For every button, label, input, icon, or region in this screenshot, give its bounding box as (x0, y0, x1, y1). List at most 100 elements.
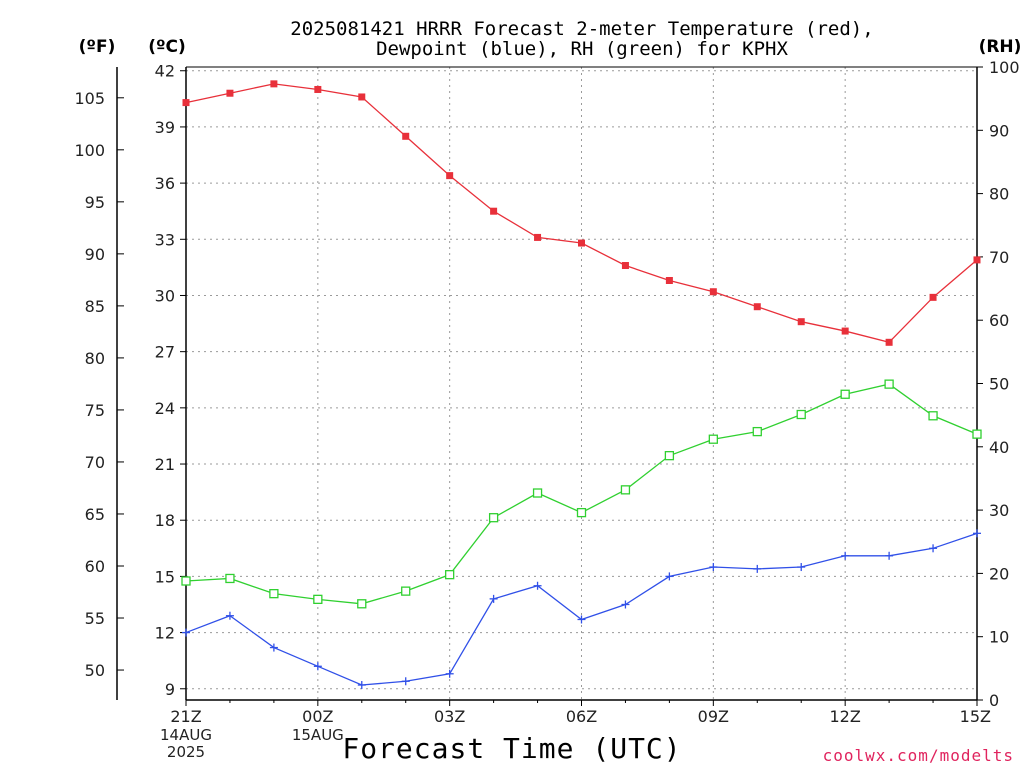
fahrenheit-tick-label: 80 (85, 349, 105, 368)
celsius-tick-label: 39 (155, 118, 175, 137)
rh-tick-label: 60 (989, 311, 1009, 330)
celsius-tick-label: 15 (155, 567, 175, 586)
dewpoint-point (489, 594, 498, 603)
tick-labels: 9 12 15 18 21 24 27 30 33 36 39 42 50 55 60 65 70 75 80 85 9… (74, 58, 1019, 761)
rh-point (445, 570, 455, 580)
temperature-point (182, 99, 190, 107)
fahrenheit-tick-label: 100 (74, 141, 105, 160)
dewpoint-point (182, 628, 190, 637)
celsius-tick-label: 27 (155, 343, 175, 362)
celsius-unit-label: (ºC) (148, 37, 186, 57)
rh-point (620, 485, 631, 495)
fahrenheit-tick-label: 85 (85, 297, 105, 316)
rh-series (181, 379, 982, 609)
x-tick-label: 09Z (698, 707, 729, 726)
rh-point (576, 507, 587, 518)
fahrenheit-tick-label: 70 (85, 453, 105, 472)
temperature-point (973, 256, 981, 264)
temperature-point (621, 262, 629, 270)
dewpoint-point (709, 563, 718, 572)
chart-title-line-1: 2025081421 HRRR Forecast 2-meter Tempera… (290, 18, 873, 40)
dewpoint-point (621, 600, 630, 609)
dewpoint-point (357, 681, 366, 690)
dewpoint-point (445, 669, 454, 678)
x-year-label: 2025 (167, 743, 205, 761)
celsius-tick-label: 12 (155, 624, 175, 643)
fahrenheit-unit-label: (ºF) (79, 37, 116, 57)
rh-point (269, 589, 279, 599)
celsius-tick-label: 30 (155, 286, 175, 305)
rh-tick-label: 0 (989, 691, 999, 710)
grid-lines (185, 67, 978, 700)
rh-point (972, 429, 982, 439)
rh-tick-label: 30 (989, 501, 1009, 520)
chart-title-line-2: Dewpoint (blue), RH (green) for KPHX (376, 38, 788, 60)
temperature-point (885, 338, 893, 346)
celsius-tick-label: 42 (155, 62, 175, 81)
rh-point (884, 379, 894, 389)
rh-point (752, 426, 762, 437)
dewpoint-point (533, 581, 542, 590)
celsius-tick-label: 21 (155, 455, 175, 474)
rh-tick-label: 90 (989, 121, 1009, 140)
x-tick-label: 03Z (434, 707, 465, 726)
fahrenheit-tick-label: 60 (85, 557, 105, 576)
rh-point (796, 409, 806, 420)
celsius-tick-label: 9 (165, 680, 175, 699)
temperature-point (314, 85, 322, 93)
rh-point (664, 451, 675, 461)
x-tick-label: 06Z (566, 707, 597, 726)
temperature-point (402, 132, 410, 140)
source-credit: coolwx.com/modelts (823, 746, 1014, 765)
x-date-label: 15AUG (292, 726, 344, 744)
rh-point (532, 488, 543, 498)
rh-point (357, 599, 367, 609)
dewpoint-point (313, 662, 322, 671)
dewpoint-point (665, 572, 674, 581)
dewpoint-point (753, 564, 762, 573)
x-axis-title: Forecast Time (UTC) (342, 732, 681, 765)
rh-point (225, 573, 235, 584)
rh-tick-label: 40 (989, 438, 1009, 457)
temperature-point (709, 288, 717, 296)
rh-tick-label: 70 (989, 248, 1009, 267)
axes (116, 66, 983, 706)
x-tick-label: 00Z (302, 707, 333, 726)
temperature-point (797, 318, 805, 326)
temperature-point (534, 233, 542, 241)
rh-tick-label: 50 (989, 375, 1009, 394)
fahrenheit-tick-label: 75 (85, 401, 105, 420)
dewpoint-point (929, 544, 938, 553)
x-tick-label: 15Z (960, 707, 991, 726)
rh-tick-label: 10 (989, 628, 1009, 647)
temperature-point (358, 93, 366, 101)
rh-tick-label: 80 (989, 185, 1009, 204)
fahrenheit-tick-label: 50 (85, 661, 105, 680)
dewpoint-point (401, 677, 410, 686)
temperature-point (578, 239, 585, 247)
temperature-point (665, 276, 673, 284)
temperature-point (490, 207, 498, 215)
temperature-series (182, 80, 981, 346)
fahrenheit-tick-label: 90 (85, 245, 105, 264)
dewpoint-series (182, 529, 981, 690)
rh-point (181, 576, 191, 586)
x-tick-label: 21Z (170, 707, 201, 726)
celsius-tick-label: 36 (155, 174, 175, 193)
temperature-point (446, 172, 454, 180)
rh-point (840, 389, 850, 399)
celsius-tick-label: 33 (155, 230, 175, 249)
dewpoint-point (269, 643, 278, 652)
dewpoint-point (973, 529, 981, 538)
x-date-label: 14AUG (160, 726, 212, 744)
temperature-point (753, 303, 761, 311)
temperature-point (929, 293, 937, 301)
temperature-point (270, 80, 278, 88)
celsius-tick-label: 24 (155, 399, 175, 418)
dewpoint-point (885, 551, 894, 560)
dewpoint-point (577, 615, 586, 624)
rh-tick-label: 100 (989, 58, 1020, 77)
rh-tick-label: 20 (989, 564, 1009, 583)
x-tick-label: 12Z (830, 707, 861, 726)
